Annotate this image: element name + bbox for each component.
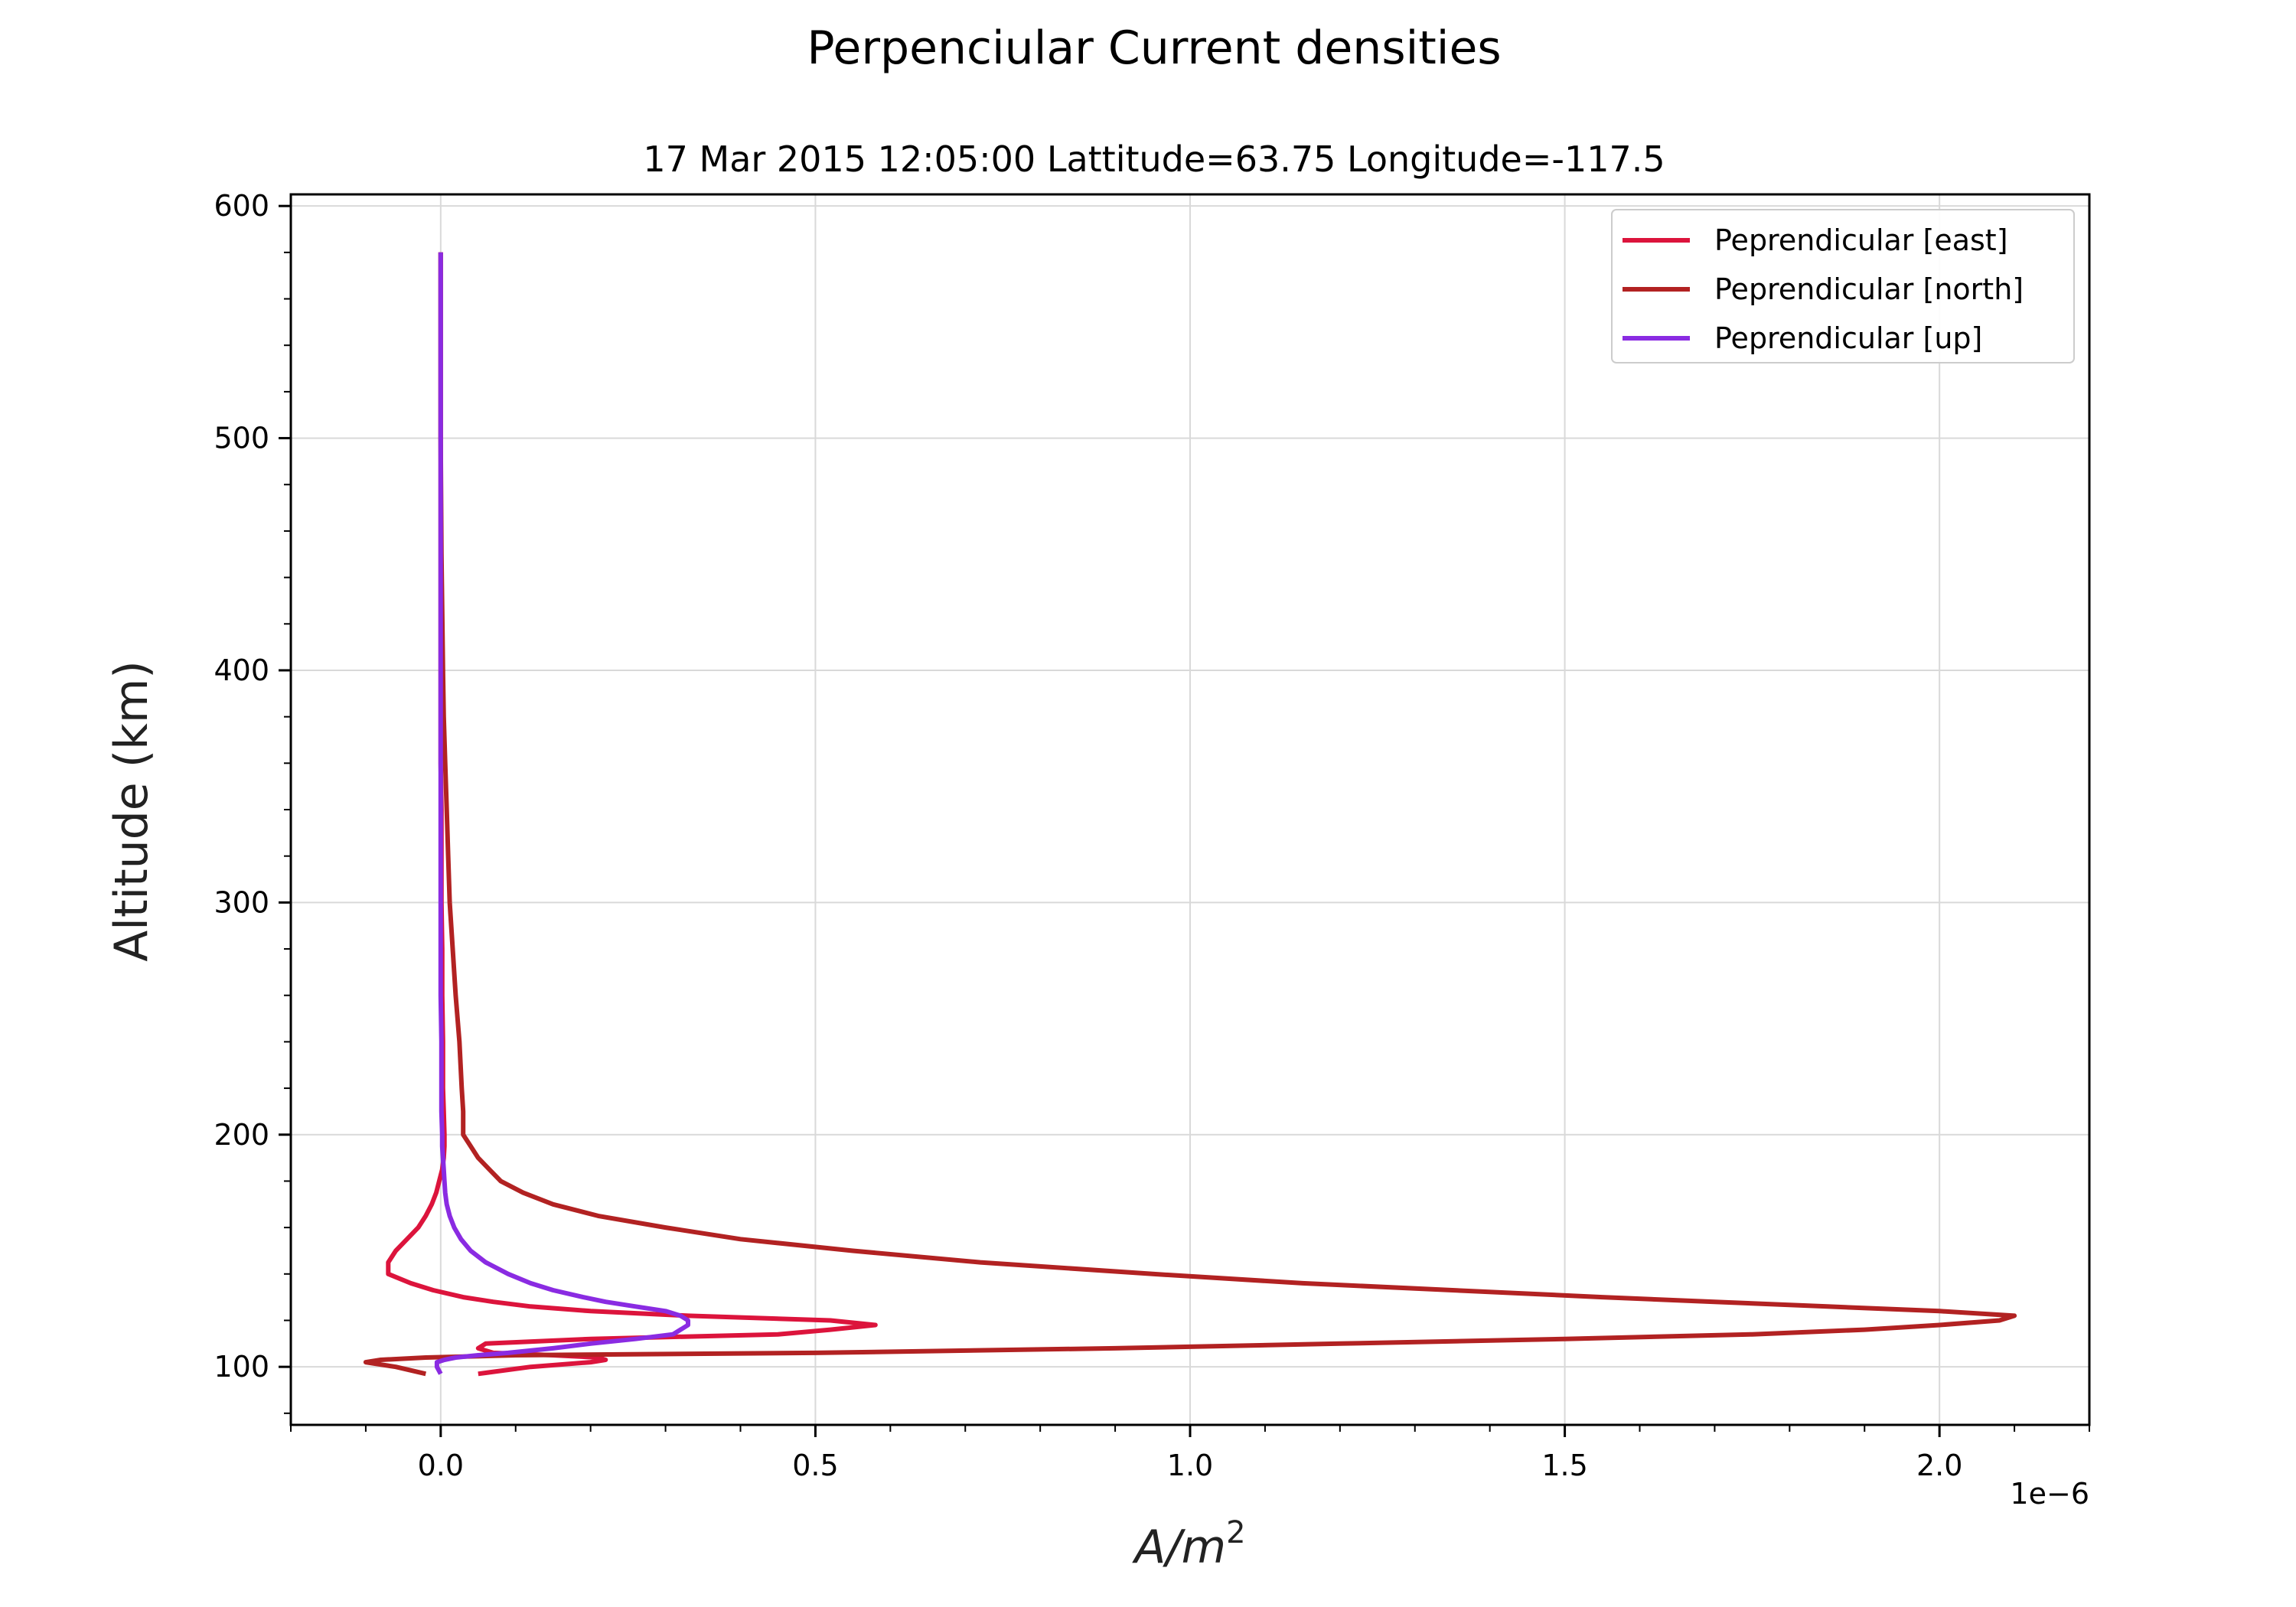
x-tick-label: 2.0 [1916,1449,1962,1482]
x-axis-label-exponent: 2 [1226,1515,1245,1550]
legend-label-1: Peprendicular [north] [1714,272,2024,306]
x-axis-label: A/m2 [1131,1515,1245,1574]
y-tick-label: 100 [214,1350,269,1384]
y-tick-label: 500 [214,422,269,455]
grid-lines [291,194,2089,1425]
y-axis-label: Altitude (km) [105,660,158,962]
x-tick-label: 0.5 [792,1449,838,1482]
legend: Peprendicular [east] Peprendicular [north… [1611,209,2075,363]
x-offset-label: 1e−6 [2010,1477,2089,1511]
y-tick-label: 600 [214,189,269,223]
legend-box [1611,209,2075,363]
y-tick-label: 400 [214,654,269,687]
series-line-0 [386,252,878,1377]
legend-label-2: Peprendicular [up] [1714,321,1982,355]
y-tick-label: 200 [214,1118,269,1152]
legend-label-0: Peprendicular [east] [1714,223,2008,257]
x-axis-label-base: A/m [1131,1521,1226,1574]
axis-ticks: 0.0 0.5 1.0 1.5 2.0 100 200 300 400 500 600 [214,189,2090,1482]
x-tick-label: 0.0 [418,1449,464,1482]
chart-suptitle: Perpenciular Current densities [807,21,1501,75]
series-line-2 [434,252,690,1375]
x-tick-label: 1.5 [1541,1449,1587,1482]
y-tick-label: 300 [214,885,269,919]
series-line-1 [363,252,2017,1377]
series-lines [363,252,2017,1377]
chart-title: 17 Mar 2015 12:05:00 Lattitude=63.75 Lon… [643,139,1665,180]
x-tick-label: 1.0 [1167,1449,1213,1482]
